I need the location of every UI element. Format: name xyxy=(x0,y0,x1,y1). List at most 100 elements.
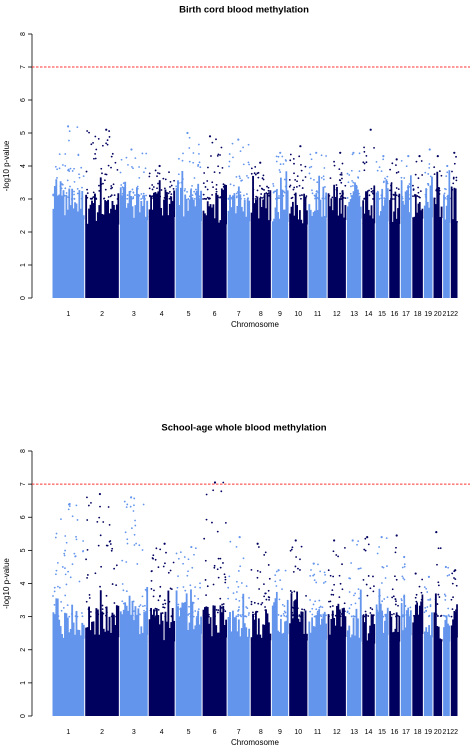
cpg-point xyxy=(184,602,187,605)
cpg-point xyxy=(202,193,205,196)
dense-points-edge xyxy=(306,210,308,225)
cpg-point xyxy=(429,604,432,606)
cpg-point xyxy=(202,182,205,185)
cpg-point xyxy=(246,607,249,610)
cpg-point xyxy=(257,602,260,605)
dense-points-edge xyxy=(389,200,391,224)
dense-points-edge xyxy=(122,609,125,635)
dense-points-edge xyxy=(371,614,374,644)
cpg-point xyxy=(451,188,454,191)
dense-points-edge xyxy=(188,199,191,221)
dense-points-core xyxy=(175,220,202,298)
dense-points-edge xyxy=(115,605,118,638)
cpg-point xyxy=(309,177,312,180)
cpg-point xyxy=(90,611,92,613)
dense-points-edge xyxy=(267,622,270,641)
y-axis-label: -log10 p-value xyxy=(2,140,11,191)
dense-points-edge xyxy=(209,617,212,638)
x-tick-label: 19 xyxy=(424,729,432,736)
cpg-point xyxy=(121,195,124,197)
cpg-point xyxy=(57,585,59,588)
dense-points-edge xyxy=(62,637,65,639)
cpg-point xyxy=(76,126,79,129)
cpg-point xyxy=(395,194,398,197)
top-cpg-point xyxy=(339,151,342,154)
cpg-point xyxy=(76,187,79,190)
cpg-point xyxy=(65,198,68,200)
cpg-point xyxy=(446,197,449,200)
cpg-point xyxy=(447,614,450,616)
dense-points-edge xyxy=(284,209,286,222)
dense-points-edge xyxy=(395,218,398,224)
dense-points-edge xyxy=(322,186,325,218)
cpg-point xyxy=(73,167,75,170)
cpg-point xyxy=(90,502,92,504)
cpg-point xyxy=(60,187,63,190)
cpg-point xyxy=(452,596,454,599)
cpg-point xyxy=(314,600,317,603)
cpg-point xyxy=(86,519,89,521)
cpg-point xyxy=(349,192,352,195)
cpg-point xyxy=(194,610,197,612)
cpg-point xyxy=(139,613,141,616)
cpg-point xyxy=(245,585,248,588)
cpg-point xyxy=(188,147,191,149)
cpg-point xyxy=(54,536,57,539)
cpg-point xyxy=(67,508,70,511)
cpg-point xyxy=(300,197,302,200)
cpg-point xyxy=(164,615,167,618)
top-cpg-point xyxy=(427,575,431,578)
dense-points-edge xyxy=(259,198,262,221)
dense-points-edge xyxy=(58,619,61,639)
dense-points-edge xyxy=(157,615,160,642)
cpg-point xyxy=(339,192,342,195)
top-cpg-point xyxy=(312,562,315,565)
dense-points-edge xyxy=(182,216,185,221)
dense-points-edge xyxy=(266,613,269,641)
cpg-point xyxy=(115,584,118,587)
cpg-point xyxy=(395,171,398,174)
cpg-point xyxy=(110,194,113,197)
top-cpg-point xyxy=(395,534,398,537)
cpg-point xyxy=(121,192,124,195)
cpg-point xyxy=(335,189,338,192)
cpg-point xyxy=(384,577,387,579)
dense-points-edge xyxy=(390,616,393,642)
dense-points-edge xyxy=(413,615,416,634)
cpg-point xyxy=(362,161,365,164)
chart-title: School-age whole blood methylation xyxy=(161,422,326,433)
dense-points-edge xyxy=(278,218,281,222)
cpg-point xyxy=(253,601,256,604)
cpg-point xyxy=(164,562,166,565)
cpg-point xyxy=(62,164,64,166)
cpg-point xyxy=(333,188,336,191)
cpg-point xyxy=(363,162,366,165)
chromosome-15-points xyxy=(375,155,389,298)
cpg-point xyxy=(138,605,141,608)
dense-points-edge xyxy=(253,619,256,641)
dense-points-edge xyxy=(127,610,130,635)
cpg-point xyxy=(191,603,194,606)
dense-points-edge xyxy=(117,605,120,638)
cpg-point xyxy=(384,614,386,616)
chromosome-18-points xyxy=(412,572,424,716)
cpg-point xyxy=(386,596,389,599)
dense-points-edge xyxy=(72,622,75,639)
cpg-point xyxy=(446,195,449,198)
dense-points-edge xyxy=(393,631,395,642)
cpg-point xyxy=(283,178,286,181)
cpg-point xyxy=(350,615,353,618)
dense-points-edge xyxy=(134,606,137,635)
cpg-point xyxy=(65,541,68,544)
top-cpg-point xyxy=(130,496,133,499)
cpg-point xyxy=(213,171,216,173)
cpg-point xyxy=(80,197,83,200)
cpg-point xyxy=(313,179,315,181)
cpg-point xyxy=(289,590,292,592)
dense-points-edge xyxy=(298,621,301,641)
dense-points-edge xyxy=(319,624,322,640)
cpg-point xyxy=(239,150,242,152)
x-tick-label: 21 xyxy=(443,311,451,318)
cpg-point xyxy=(204,559,207,562)
cpg-point xyxy=(76,615,79,618)
